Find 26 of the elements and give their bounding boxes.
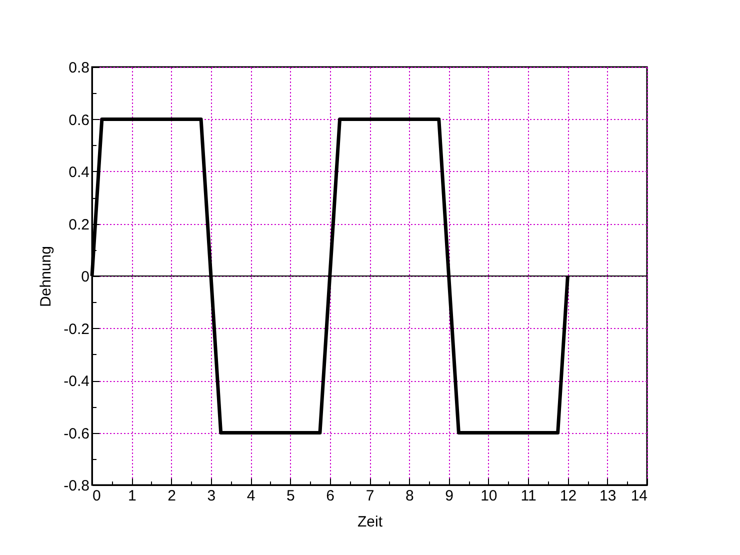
y-tick-label: -0.6	[64, 425, 90, 442]
y-tick-label: 0.4	[68, 164, 90, 181]
y-axis-title: Dehnung	[38, 246, 55, 307]
y-tick-label: 0.6	[68, 112, 90, 129]
x-tick-label: 3	[207, 488, 216, 504]
x-tick-label: 4	[246, 488, 256, 504]
x-tick-label: 13	[600, 488, 616, 504]
x-tick-label: 1	[128, 488, 136, 504]
x-tick-label: 8	[405, 488, 414, 504]
x-tick-label: 0	[92, 488, 101, 504]
x-tick-label: 14	[630, 488, 648, 504]
y-tick-label: 0.8	[68, 60, 90, 76]
x-tick-label: 7	[366, 488, 374, 504]
x-tick-label: 6	[326, 488, 335, 504]
x-tick-label: 11	[520, 488, 536, 504]
y-tick-label: -0.2	[64, 320, 90, 338]
y-tick-label: 0.2	[68, 216, 90, 234]
x-tick-label: 10	[480, 488, 498, 504]
x-tick-label: 2	[168, 488, 176, 504]
y-tick-label: -0.8	[64, 478, 90, 494]
x-axis-title: Zeit	[357, 514, 384, 530]
y-tick-label: -0.4	[64, 373, 90, 390]
y-tick-label: 0	[81, 268, 90, 286]
x-tick-label: 5	[286, 488, 295, 504]
x-tick-label: 12	[560, 488, 577, 504]
x-tick-label: 9	[445, 488, 454, 504]
